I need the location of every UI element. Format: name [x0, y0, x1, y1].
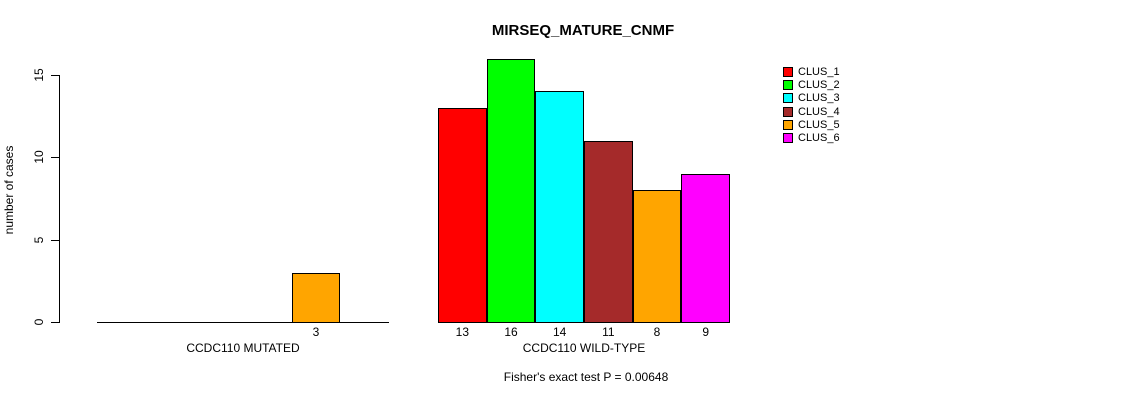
legend-swatch-clus_2 — [783, 80, 793, 91]
bar-value-label: 16 — [504, 325, 518, 339]
y-axis-tick — [51, 240, 59, 241]
bar-clus_4-wild-type — [584, 140, 633, 323]
y-axis-tick — [51, 75, 59, 76]
y-axis-tick-label: 5 — [32, 236, 46, 243]
y-axis-tick — [51, 157, 59, 158]
group-baseline — [97, 322, 389, 323]
group-label-mutated: CCDC110 MUTATED — [186, 341, 300, 355]
fisher-test-annotation: Fisher's exact test P = 0.00648 — [503, 370, 669, 384]
bar-clus_2-wild-type — [486, 58, 536, 323]
legend-label-clus_4: CLUS_4 — [798, 105, 840, 118]
y-axis-tick-label: 15 — [32, 68, 46, 82]
y-axis-tick-label: 0 — [32, 318, 46, 326]
legend-label-clus_5: CLUS_5 — [798, 118, 840, 131]
legend-swatch-clus_3 — [783, 93, 793, 104]
bar-value-label: 13 — [455, 325, 470, 339]
legend-swatch-clus_5 — [783, 119, 793, 130]
legend-label-clus_2: CLUS_2 — [798, 79, 840, 92]
chart-title: MIRSEQ_MATURE_CNMF — [491, 22, 675, 39]
bar-value-label: 8 — [653, 325, 661, 339]
bar-clus_1-wild-type — [438, 107, 487, 323]
bar-value-label: 11 — [602, 325, 615, 339]
bar-clus_6-wild-type — [681, 173, 730, 323]
bar-clus_3-wild-type — [535, 91, 584, 323]
legend-swatch-clus_4 — [783, 106, 793, 117]
bar-value-label: 9 — [702, 325, 710, 339]
y-axis-tick-label: 10 — [32, 150, 46, 165]
bar-clus_5-mutated — [291, 272, 341, 323]
legend-label-clus_1: CLUS_1 — [798, 66, 840, 78]
y-axis-tick — [51, 322, 59, 323]
legend-swatch-clus_6 — [783, 133, 793, 143]
legend-label-clus_6: CLUS_6 — [798, 132, 840, 144]
legend-label-clus_3: CLUS_3 — [798, 92, 840, 105]
legend-swatch-clus_1 — [783, 67, 793, 77]
bar-value-label: 3 — [312, 325, 320, 339]
bar-clus_5-wild-type — [632, 190, 682, 323]
y-axis-line — [59, 75, 60, 323]
group-label-wild-type: CCDC110 WILD-TYPE — [522, 341, 646, 355]
y-axis-label: number of cases — [2, 145, 16, 235]
bar-value-label: 14 — [552, 325, 567, 339]
